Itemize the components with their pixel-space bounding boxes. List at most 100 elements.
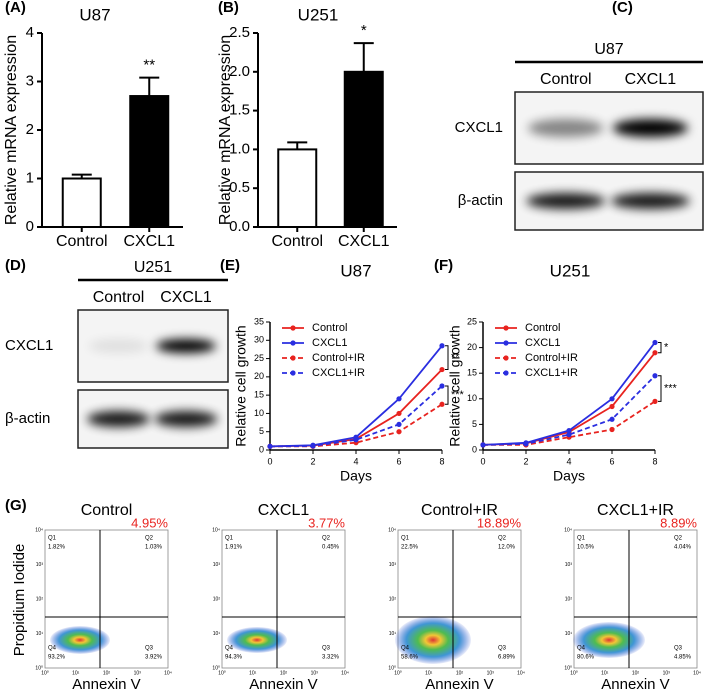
significance: ** [451, 352, 460, 364]
y-tick-label: 1.0 [229, 140, 250, 157]
y-axis-label: Relative mRNA expression [217, 35, 234, 225]
quadrant-name: Q2 [674, 536, 683, 542]
data-point [439, 343, 445, 349]
data-point [439, 383, 445, 389]
quadrant-name: Q3 [674, 646, 683, 652]
significance-bracket [658, 375, 662, 402]
chart-title: U87 [79, 5, 110, 24]
x-tick-label: CXCL1 [123, 233, 175, 250]
x-tick-label: 10⁰ [394, 670, 402, 676]
lane-label: Control [540, 71, 592, 88]
data-point [609, 396, 615, 402]
blot-band [612, 119, 688, 137]
y-tick-label: 15 [254, 390, 264, 400]
quadrant-percent: 0.45% [322, 545, 340, 551]
x-tick-label: 4 [353, 456, 358, 466]
x-axis-label: Annexin V [249, 676, 317, 693]
y-tick-label: 10⁴ [212, 527, 220, 533]
panel-label: (E) [220, 257, 240, 274]
cell-line: U87 [594, 41, 623, 58]
data-point [609, 416, 615, 422]
bar [61, 177, 102, 228]
y-tick-label: 10³ [565, 562, 573, 568]
x-tick-label: 10² [103, 670, 111, 676]
data-point [310, 443, 316, 449]
data-point [480, 442, 486, 448]
data-point [652, 398, 658, 404]
y-tick-label: 2.5 [229, 24, 250, 41]
quadrant-name: Q4 [225, 646, 234, 652]
legend-label: CXCL1+IR [525, 367, 578, 379]
y-tick-label: 10⁰ [35, 665, 43, 671]
y-tick-label: 20 [467, 342, 477, 352]
x-tick-label: 10³ [134, 670, 142, 676]
y-axis-label: Relative mRNA expression [3, 35, 20, 225]
y-tick-label: 10 [254, 408, 264, 418]
x-tick-label: 0 [267, 456, 272, 466]
y-tick-label: 10⁰ [212, 665, 220, 671]
y-tick-label: 10² [565, 596, 573, 602]
x-tick-label: 10² [456, 670, 464, 676]
x-tick-label: 10¹ [601, 670, 609, 676]
panel-label: (B) [218, 0, 239, 16]
y-tick-label: 2 [26, 121, 34, 138]
legend-label: Control+IR [525, 352, 578, 364]
data-point [353, 437, 359, 443]
x-tick-label: 10⁴ [341, 670, 349, 676]
significance: * [664, 342, 669, 354]
quadrant-percent: 12.0% [498, 545, 516, 551]
y-tick-label: 0.5 [229, 179, 250, 196]
y-tick-label: 0 [472, 444, 477, 454]
quadrant-name: Q2 [145, 536, 154, 542]
significance: *** [451, 389, 465, 401]
data-point [652, 339, 658, 346]
data-point [396, 421, 402, 427]
x-tick-label: 10⁴ [693, 670, 701, 676]
significance-bracket [445, 345, 449, 371]
legend-marker [503, 370, 509, 376]
quadrant-percent: 1.82% [48, 545, 66, 551]
quadrant-name: Q2 [498, 536, 507, 542]
y-tick-label: 10³ [389, 562, 397, 568]
data-point [652, 373, 658, 379]
y-tick-label: 0 [26, 218, 34, 235]
y-tick-label: 10⁴ [388, 527, 396, 533]
y-tick-label: 3 [26, 72, 34, 89]
legend-label: Control [312, 322, 347, 334]
quadrant-percent: 3.92% [145, 655, 163, 661]
quadrant-name: Q2 [322, 536, 331, 542]
legend-marker [290, 325, 296, 331]
y-tick-label: 5 [472, 419, 477, 429]
quadrant-percent: 6.89% [498, 655, 516, 661]
lane-label: CXCL1 [160, 289, 212, 306]
x-axis-label: Annexin V [601, 676, 669, 693]
y-tick-label: 10¹ [389, 631, 397, 637]
apoptosis-percent: 18.89% [477, 515, 522, 530]
y-tick-label: 10³ [213, 562, 221, 568]
row-label: CXCL1 [455, 119, 503, 136]
quadrant-name: Q3 [145, 646, 154, 652]
chart-title: U251 [550, 261, 591, 280]
x-axis-label: Days [340, 468, 372, 484]
data-point [396, 429, 402, 435]
blot-band [156, 339, 216, 353]
blot-band [88, 339, 149, 353]
quadrant-percent: 58.6% [401, 655, 419, 661]
series-line [269, 385, 443, 448]
y-tick-label: 4 [26, 24, 34, 41]
significance: * [361, 22, 367, 39]
row-label: CXCL1 [5, 337, 53, 354]
x-tick-label: 10⁴ [164, 670, 172, 676]
y-tick-label: 0.0 [229, 218, 250, 235]
panel-label: (G) [5, 497, 27, 514]
quadrant-name: Q1 [577, 536, 586, 542]
y-tick-label: 1 [26, 169, 34, 186]
x-tick-label: CXCL1 [338, 233, 390, 250]
x-tick-label: 10⁰ [41, 670, 49, 676]
y-tick-label: 5 [259, 426, 264, 436]
panel-label: (A) [5, 0, 26, 16]
legend-marker [290, 340, 296, 346]
legend-marker [290, 355, 296, 361]
